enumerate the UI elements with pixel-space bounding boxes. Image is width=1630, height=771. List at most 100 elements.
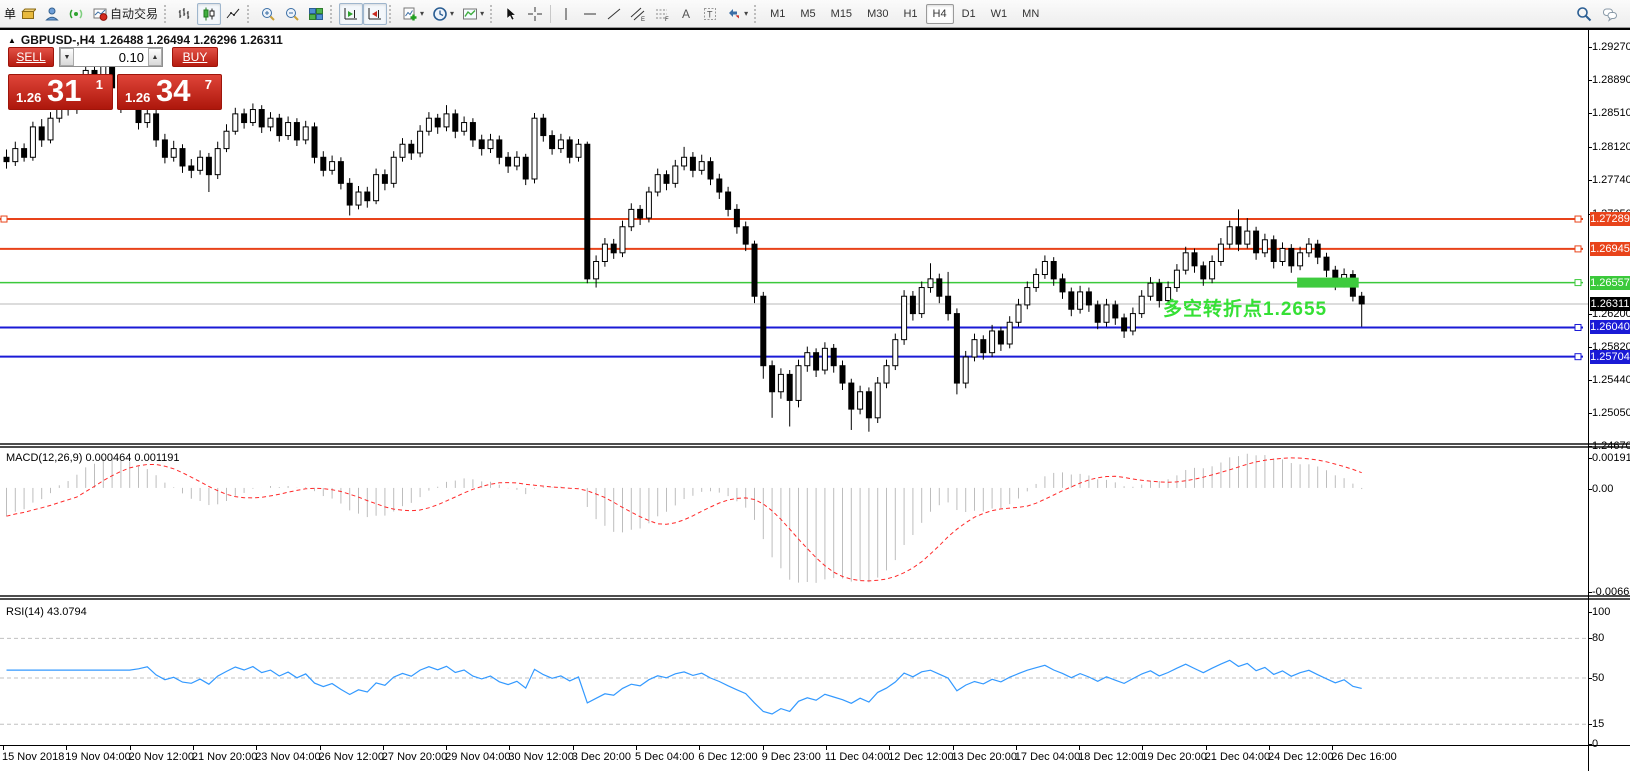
main-chart-canvas[interactable] [0,29,1588,447]
tab-timeframe-H1[interactable]: H1 [903,7,918,20]
cursor-button[interactable] [499,3,523,25]
equidistant-channel-button[interactable]: E [626,3,650,25]
candle-body [461,122,468,132]
profile-button[interactable] [40,3,64,25]
chevron-down-icon[interactable]: ▾ [450,8,455,18]
candle-body [654,174,661,193]
candle-body [619,226,626,254]
pane-splitter[interactable] [0,595,1630,600]
line-handle[interactable] [1574,353,1582,361]
fibonacci-button[interactable]: F [650,3,674,25]
autotrading-button[interactable]: 自动交易 [88,3,162,25]
candle-body [1165,287,1172,302]
new-order-button[interactable]: 单 [4,7,17,21]
chart-shift-button[interactable] [339,2,364,25]
candle-body [927,278,934,289]
arrows-button[interactable]: ▾ [722,3,752,25]
time-axis-label: 18 Dec 12:00 [1078,751,1144,763]
candle-body [452,113,459,132]
candle-body [936,278,943,297]
search-icon[interactable] [1576,6,1592,22]
candle-body [381,174,388,184]
rsi-canvas[interactable] [0,601,1588,745]
candle-body [1156,282,1163,302]
line-handle[interactable] [1574,279,1582,287]
chevron-down-icon[interactable]: ▾ [480,8,485,18]
auto-scroll-icon [368,7,382,19]
toolbar-grip [247,4,252,23]
rsi-axis-tick-mark [1588,724,1592,726]
tab-timeframe-M5[interactable]: M5 [800,7,816,20]
candle-body [760,295,767,367]
chevron-down-icon[interactable]: ▾ [420,8,425,18]
tab-timeframe-H4[interactable]: H4 [925,3,954,24]
candle-body [276,117,283,137]
time-axis-tick-mark [509,746,511,750]
candle-body [197,156,204,171]
tab-timeframe-M1[interactable]: M1 [770,7,786,20]
horizontal-line-icon [584,13,597,14]
auto-scroll-button[interactable] [363,2,388,25]
volume-input[interactable] [74,48,148,66]
signals-button[interactable] [64,3,88,25]
candle-body [1235,226,1242,245]
time-axis-label: 30 Nov 12:00 [508,751,574,763]
gold-box-button[interactable] [16,3,40,25]
candlestick-chart-button[interactable] [197,2,222,25]
line-handle[interactable] [1574,245,1582,253]
candle-body [478,139,485,150]
volume-increase-button[interactable]: ▲ [148,48,162,66]
text-label-button[interactable]: T [698,3,722,25]
text-button[interactable]: A [674,3,698,25]
buy-button[interactable]: BUY [172,47,218,67]
rsi-axis-tick-mark [1588,638,1592,640]
zoom-in-button[interactable] [256,3,280,25]
candle-body [1006,321,1013,345]
chat-icon[interactable] [1602,6,1618,22]
collapse-arrow-icon[interactable]: ▲ [8,35,16,45]
sell-price-box[interactable]: 1.26 31 1 [8,73,113,110]
line-handle[interactable] [1574,215,1582,223]
tab-timeframe-D1[interactable]: D1 [961,7,976,20]
tile-windows-icon [309,7,324,20]
line-chart-button[interactable] [221,3,245,25]
macd-canvas[interactable] [0,449,1588,595]
time-axis-tick-mark [889,746,891,750]
rsi-axis-tick-mark [1588,678,1592,679]
candle-body [496,139,503,158]
candle-body [1147,282,1154,297]
period-button[interactable]: ▾ [428,3,458,25]
time-axis-label: 23 Nov 04:00 [255,751,321,763]
highlight-zone[interactable] [1297,277,1359,288]
horizontal-line-button[interactable] [578,3,602,25]
price-axis-tick-mark [1588,413,1592,415]
line-handle[interactable] [1574,323,1582,331]
crosshair-button[interactable] [523,3,547,25]
candle-body [716,178,723,193]
bar-chart-button[interactable] [173,3,197,25]
price-axis-tick-label: 1.24670 [1592,440,1630,453]
tab-timeframe-M30[interactable]: M30 [867,7,889,20]
trendline-button[interactable] [602,3,626,25]
candle-body [945,295,952,315]
time-axis-tick-mark [636,746,637,750]
add-indicator-button[interactable]: ▾ [398,3,428,25]
buy-price-box[interactable]: 1.26 34 7 [117,73,222,110]
volume-decrease-button[interactable]: ▼ [60,48,74,66]
zoom-out-button[interactable] [280,3,304,25]
chevron-down-icon[interactable]: ▾ [744,8,749,18]
tab-timeframe-W1[interactable]: W1 [990,7,1008,20]
vertical-line-button[interactable] [554,3,578,25]
tile-windows-button[interactable] [304,3,328,25]
candle-body [557,139,564,150]
sell-button[interactable]: SELL [8,47,54,67]
candle-body [223,130,230,150]
price-marker-1.27289: 1.27289 [1590,212,1630,227]
tab-timeframe-M15[interactable]: M15 [830,7,853,20]
line-handle[interactable] [0,215,8,223]
pane-splitter[interactable] [0,443,1630,448]
price-axis-tick-mark [1588,79,1592,81]
tab-timeframe-MN[interactable]: MN [1022,7,1040,20]
template-button[interactable]: ▾ [458,3,488,25]
candle-body [179,148,186,167]
